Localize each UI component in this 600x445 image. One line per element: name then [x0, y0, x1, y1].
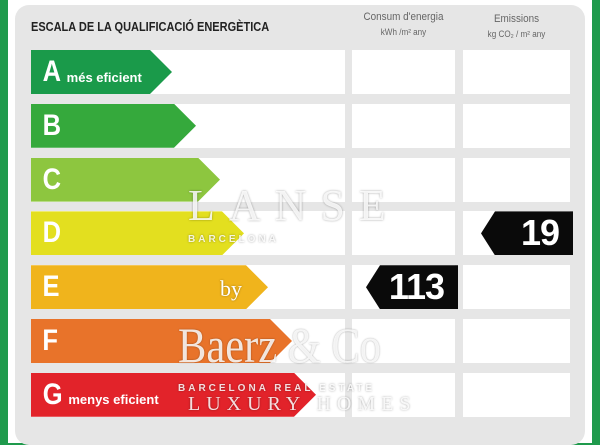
rating-bar-b: B: [31, 103, 196, 148]
scale-title: ESCALA DE LA QUALIFICACIÓ ENERGÈTICA: [31, 20, 270, 34]
rating-bar-c: C: [31, 157, 220, 202]
watermark-line2: BARCELONA: [188, 234, 279, 245]
energy-label: Consum d'energia: [363, 11, 444, 23]
rating-subtitle: més eficient: [66, 69, 142, 85]
emissions-cell: [463, 157, 570, 202]
emissions-cell: [463, 50, 570, 94]
rating-row-b: B: [31, 103, 571, 148]
emissions-cell: [463, 319, 570, 363]
watermark-by: by: [220, 276, 242, 301]
emissions-column-header: Emissions kg CO₂ / m² any: [468, 12, 564, 42]
rating-row-c: C: [31, 157, 571, 202]
watermark-line1: LANSE: [188, 181, 400, 230]
energy-cell: [352, 211, 455, 256]
rating-bar-g: G menys eficient: [31, 372, 316, 417]
rating-row-d: D 19: [31, 211, 573, 256]
energy-column-header: Consum d'energia kWh /m² any: [357, 10, 450, 40]
rating-row-f: F: [31, 319, 571, 363]
emissions-cell: [463, 103, 570, 148]
watermark-sub: LUXURY HOMES: [188, 393, 417, 415]
rating-letter: D: [42, 216, 62, 250]
rating-letter: C: [42, 162, 62, 196]
rating-bar-d: D: [31, 211, 244, 256]
rating-subtitle: menys eficient: [68, 392, 159, 408]
emissions-value-tag: 19: [481, 211, 573, 256]
energy-cell: [352, 319, 455, 363]
rating-letter: F: [42, 324, 58, 357]
emissions-cell: [463, 372, 570, 417]
energy-cell: [352, 157, 455, 202]
energy-cell: [352, 50, 455, 94]
rating-letter: G: [42, 377, 63, 411]
rating-row-g: G menys eficient: [31, 372, 571, 417]
rating-row-a: A més eficient: [31, 50, 571, 94]
rating-bar-f: F: [31, 319, 292, 363]
emissions-cell: [463, 265, 570, 310]
energy-unit: kWh /m² any: [380, 27, 427, 37]
watermark-tag: BARCELONA REAL ESTATE: [178, 383, 376, 394]
rating-bar-e: E: [31, 265, 268, 310]
rating-letter: A: [42, 55, 62, 88]
energy-cell: [352, 103, 455, 148]
rating-letter: E: [42, 270, 60, 304]
energy-value-tag: 113: [366, 265, 458, 310]
emissions-label: Emissions: [493, 13, 540, 25]
rating-bar-a: A més eficient: [31, 50, 172, 94]
energy-cell: [352, 372, 455, 417]
rating-letter: B: [42, 108, 62, 142]
emissions-unit: kg CO₂ / m² any: [487, 29, 546, 39]
rating-row-e: E 113: [31, 265, 571, 310]
watermark-brand: Baerz & Co: [178, 317, 382, 373]
